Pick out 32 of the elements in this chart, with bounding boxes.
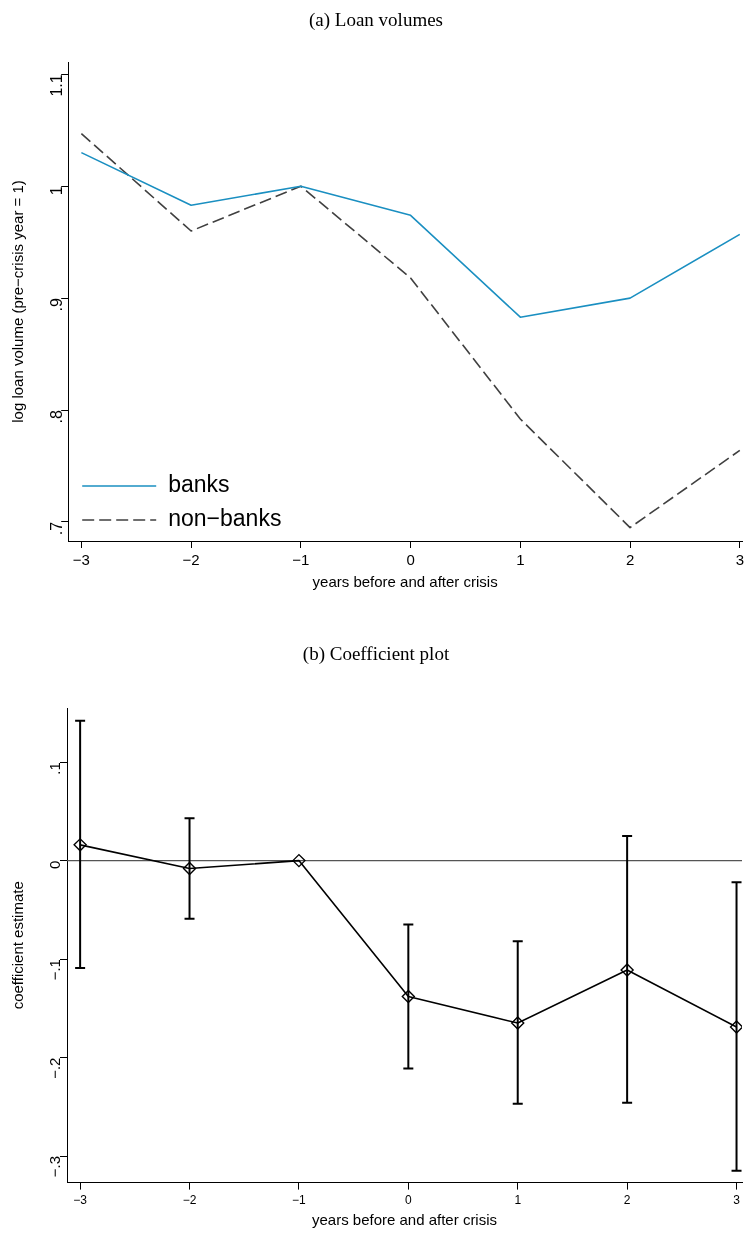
y-tick-label: .1	[46, 762, 64, 775]
x-tick-label: 2	[625, 551, 635, 569]
y-axis-title: coefficient estimate	[9, 881, 27, 1010]
x-tick-label: −1	[292, 1193, 307, 1208]
x-tick-label: 2	[623, 1193, 631, 1208]
y-tick-label: 1	[47, 186, 65, 196]
legend-label: banks	[168, 471, 230, 498]
y-tick-label: −.1	[46, 959, 64, 981]
chart-title: (b) Coefficient plot	[301, 642, 451, 666]
y-tick-label: 1.1	[47, 74, 65, 97]
y-tick-label: 0	[46, 860, 64, 869]
x-tick-label: −2	[182, 551, 200, 569]
y-tick-label: .8	[47, 409, 65, 424]
x-tick-label: 0	[404, 1193, 412, 1208]
y-axis-title: log loan volume (pre−crisis year = 1)	[9, 180, 27, 423]
x-tick-label: −3	[72, 551, 90, 569]
x-tick-label: −3	[73, 1193, 88, 1208]
x-tick-label: 1	[516, 551, 525, 569]
x-tick-label: 0	[406, 551, 415, 569]
y-tick-label: .7	[47, 521, 65, 536]
y-tick-label: −.2	[46, 1057, 64, 1079]
legend-label: non−banks	[168, 505, 282, 532]
x-tick-label: 3	[733, 1193, 741, 1208]
chart-title: (a) Loan volumes	[308, 8, 444, 32]
x-axis-title: years before and after crisis	[311, 1211, 498, 1229]
y-tick-label: −.3	[46, 1156, 64, 1178]
x-axis-title: years before and after crisis	[312, 573, 498, 591]
y-tick-label: .9	[47, 298, 65, 312]
x-tick-label: −2	[182, 1193, 197, 1208]
x-tick-label: −1	[292, 551, 310, 569]
x-tick-label: 1	[514, 1193, 522, 1208]
x-tick-label: 3	[735, 551, 744, 569]
